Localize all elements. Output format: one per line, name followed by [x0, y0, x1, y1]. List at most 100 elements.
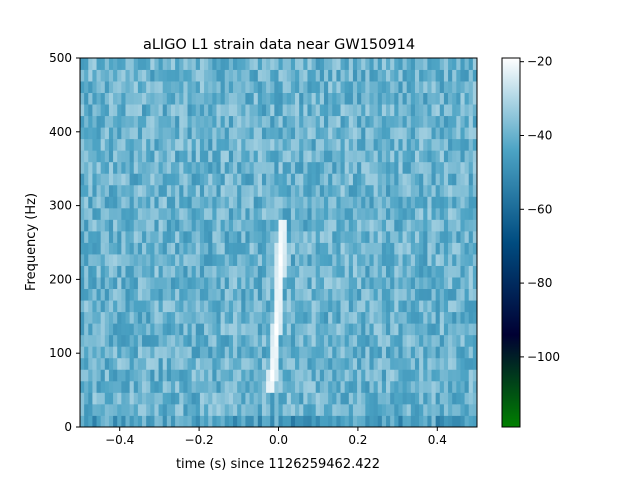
heatmap-cell [137, 415, 143, 428]
heatmap-cell [431, 230, 437, 243]
heatmap-cell [290, 392, 296, 405]
heatmap-cell [100, 150, 106, 163]
heatmap-cell [274, 380, 279, 393]
heatmap-cell [84, 184, 89, 197]
heatmap-cell [108, 242, 114, 255]
heatmap-cell [199, 415, 205, 428]
heatmap-cell [278, 323, 284, 336]
heatmap-cell [427, 184, 432, 197]
heatmap-cell [443, 357, 449, 370]
heatmap-cell [208, 242, 213, 255]
heatmap-cell [278, 92, 284, 105]
heatmap-cell [410, 277, 416, 290]
heatmap-cell [270, 369, 275, 382]
heatmap-cell [414, 161, 420, 174]
heatmap-cell [274, 138, 279, 151]
heatmap-cell [365, 357, 370, 370]
heatmap-cell [195, 92, 201, 105]
heatmap-cell [137, 127, 143, 140]
heatmap-cell [137, 380, 143, 393]
heatmap-cell [179, 357, 184, 370]
heatmap-cell [100, 196, 106, 209]
heatmap-cell [357, 369, 362, 382]
heatmap-cell [390, 58, 395, 70]
heatmap-cell [369, 58, 375, 70]
heatmap-cell [352, 415, 358, 428]
heatmap-cell [332, 173, 337, 186]
heatmap-cell [303, 300, 308, 313]
heatmap-cell [452, 357, 457, 370]
heatmap-cell [373, 69, 379, 82]
heatmap-cell [237, 380, 242, 393]
heatmap-cell [456, 219, 461, 232]
heatmap-cell [381, 403, 387, 416]
heatmap-cell [431, 207, 437, 220]
heatmap-cell [257, 230, 263, 243]
heatmap-cell [137, 196, 143, 209]
heatmap-cell [125, 265, 131, 278]
heatmap-cell [307, 104, 312, 117]
heatmap-cell [253, 288, 259, 301]
heatmap-cell [125, 219, 131, 232]
heatmap-cell [212, 323, 217, 336]
heatmap-cell [137, 300, 143, 313]
heatmap-cell [113, 334, 118, 347]
heatmap-cell [150, 369, 155, 382]
heatmap-cell [125, 334, 131, 347]
heatmap-cell [381, 265, 387, 278]
heatmap-cell [282, 254, 288, 266]
heatmap-cell [307, 323, 312, 336]
heatmap-cell [249, 104, 255, 117]
heatmap-cell [390, 115, 395, 128]
y-tick-label: 0 [64, 420, 72, 434]
heatmap-cell [237, 81, 242, 93]
heatmap-cell [162, 138, 168, 151]
heatmap-cell [348, 138, 354, 151]
heatmap-cell [199, 207, 205, 220]
heatmap-cell [208, 115, 213, 128]
heatmap-cell [439, 357, 445, 370]
heatmap-cell [419, 403, 424, 416]
heatmap-cell [224, 138, 230, 151]
heatmap-cell [460, 207, 465, 220]
heatmap-cell [158, 369, 164, 382]
heatmap-cell [237, 207, 242, 220]
heatmap-cell [406, 357, 412, 370]
heatmap-cell [386, 265, 391, 278]
heatmap-cell [84, 369, 89, 382]
heatmap-cell [460, 127, 465, 140]
heatmap-cell [357, 92, 362, 105]
heatmap-cell [369, 288, 375, 301]
heatmap-cell [270, 415, 275, 428]
heatmap-cell [84, 104, 89, 117]
heatmap-cell [212, 242, 217, 255]
heatmap-cell [352, 334, 358, 347]
heatmap-cell [323, 277, 329, 290]
heatmap-cell [216, 150, 222, 163]
heatmap-cell [199, 138, 205, 151]
heatmap-cell [195, 369, 201, 382]
heatmap-cell [361, 115, 366, 128]
heatmap-cell [158, 277, 164, 290]
heatmap-cell [414, 173, 420, 186]
x-tick-label: −0.2 [185, 433, 214, 447]
heatmap-cell [419, 277, 424, 290]
heatmap-cell [414, 346, 420, 359]
heatmap-cell [377, 104, 383, 117]
heatmap-cell [241, 173, 246, 186]
heatmap-cell [460, 346, 465, 359]
heatmap-cell [228, 300, 234, 313]
heatmap-cell [208, 415, 213, 428]
heatmap-cell [377, 380, 383, 393]
heatmap-cell [427, 380, 432, 393]
heatmap-cell [158, 380, 164, 393]
heatmap-cell [286, 127, 292, 140]
heatmap-cell [456, 138, 461, 151]
heatmap-cell [104, 138, 110, 151]
heatmap-cell [290, 415, 296, 428]
heatmap-cell [361, 415, 366, 428]
heatmap-cell [104, 81, 110, 93]
heatmap-cell [344, 346, 350, 359]
heatmap-cell [142, 58, 147, 70]
heatmap-cell [464, 288, 470, 301]
